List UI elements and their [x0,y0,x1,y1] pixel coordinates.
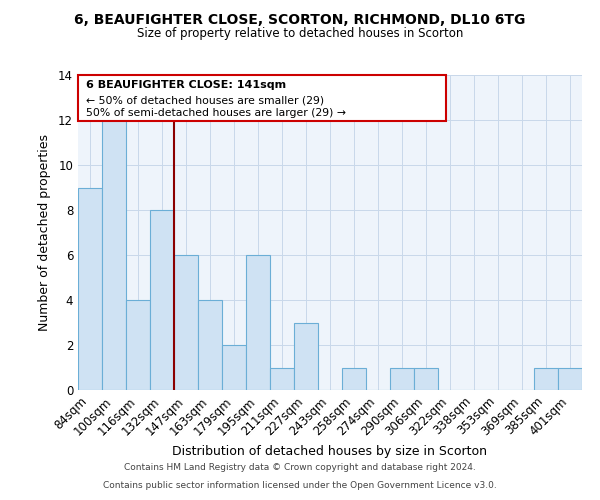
Bar [174,255,198,390]
Bar [102,120,126,390]
Bar [222,345,246,390]
Text: 6, BEAUFIGHTER CLOSE, SCORTON, RICHMOND, DL10 6TG: 6, BEAUFIGHTER CLOSE, SCORTON, RICHMOND,… [74,12,526,26]
Bar [126,300,150,390]
Y-axis label: Number of detached properties: Number of detached properties [38,134,51,331]
Bar [342,368,366,390]
Text: Size of property relative to detached houses in Scorton: Size of property relative to detached ho… [137,28,463,40]
X-axis label: Distribution of detached houses by size in Scorton: Distribution of detached houses by size … [173,444,487,458]
Bar [198,300,222,390]
Bar [270,368,294,390]
Bar [558,368,582,390]
Bar [150,210,174,390]
Bar [534,368,558,390]
Text: Contains HM Land Registry data © Crown copyright and database right 2024.: Contains HM Land Registry data © Crown c… [124,464,476,472]
Bar [78,188,102,390]
Text: 50% of semi-detached houses are larger (29) →: 50% of semi-detached houses are larger (… [86,108,346,118]
FancyBboxPatch shape [78,75,446,120]
Text: Contains public sector information licensed under the Open Government Licence v3: Contains public sector information licen… [103,481,497,490]
Bar [390,368,414,390]
Bar [294,322,318,390]
Bar [414,368,438,390]
Text: ← 50% of detached houses are smaller (29): ← 50% of detached houses are smaller (29… [86,96,323,106]
Text: 6 BEAUFIGHTER CLOSE: 141sqm: 6 BEAUFIGHTER CLOSE: 141sqm [86,80,286,90]
Bar [246,255,270,390]
